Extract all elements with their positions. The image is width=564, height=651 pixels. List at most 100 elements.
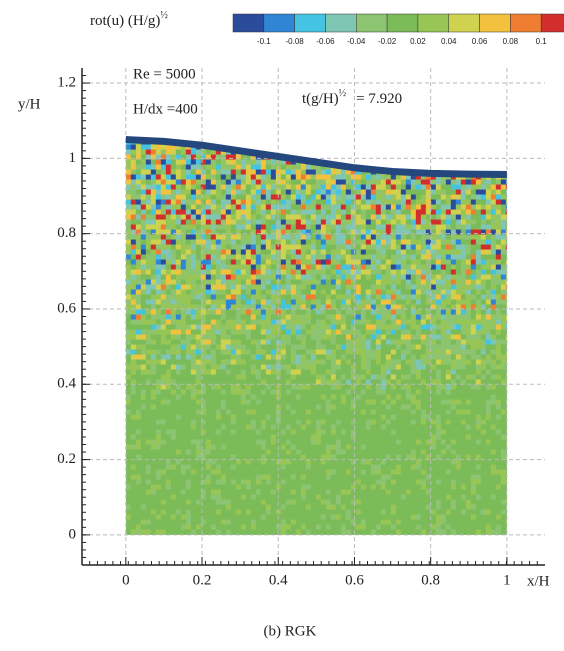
field-cell [210, 349, 217, 356]
field-cell [190, 234, 197, 241]
field-cell [215, 339, 222, 346]
field-cell [170, 159, 177, 166]
field-cell [445, 219, 452, 226]
field-cell [145, 219, 152, 226]
field-cell [490, 239, 497, 246]
field-cell [470, 429, 477, 436]
field-cell [130, 329, 137, 336]
field-cell [460, 139, 467, 146]
field-cell [435, 329, 442, 336]
field-cell [165, 414, 172, 421]
field-cell [495, 139, 502, 141]
field-cell [230, 424, 237, 431]
field-cell [330, 249, 337, 256]
field-cell [135, 399, 142, 406]
field-cell [300, 259, 307, 266]
field-cell [135, 444, 142, 451]
field-cell [315, 324, 322, 331]
field-cell [325, 399, 332, 406]
field-cell [150, 219, 157, 226]
field-cell [170, 294, 177, 301]
field-cell [350, 229, 357, 236]
field-cell [370, 409, 377, 416]
field-cell [190, 149, 197, 156]
field-cell [165, 449, 172, 456]
field-cell [470, 224, 477, 231]
field-cell [245, 229, 252, 236]
field-cell [235, 204, 242, 211]
field-cell [325, 359, 332, 366]
field-cell [315, 364, 322, 371]
field-cell [355, 149, 362, 156]
field-cell [390, 229, 397, 236]
field-cell [160, 144, 167, 151]
field-cell [410, 249, 417, 256]
field-cell [325, 259, 332, 266]
field-cell [170, 219, 177, 226]
field-cell [470, 294, 477, 301]
field-cell [340, 444, 347, 451]
field-cell [285, 254, 292, 261]
field-cell [365, 149, 372, 156]
field-cell [150, 269, 157, 276]
field-cell [145, 259, 152, 266]
field-cell [225, 334, 232, 341]
field-cell [345, 264, 352, 271]
field-cell [145, 354, 152, 361]
field-cell [220, 454, 227, 461]
field-cell [165, 439, 172, 446]
field-cell [390, 219, 397, 226]
field-cell [310, 244, 317, 251]
field-cell [260, 434, 267, 441]
field-cell [415, 154, 422, 161]
field-cell [265, 174, 272, 181]
field-cell [135, 389, 142, 396]
field-cell [195, 439, 202, 446]
field-cell [255, 304, 262, 311]
field-cell [500, 449, 507, 456]
field-cell [410, 409, 417, 416]
field-cell [405, 214, 412, 221]
field-cell [380, 389, 387, 396]
field-cell [495, 409, 502, 416]
field-cell [155, 279, 162, 286]
field-cell [505, 179, 507, 186]
field-cell [355, 289, 362, 296]
field-cell [460, 429, 467, 436]
field-cell [255, 309, 262, 316]
field-cell [460, 359, 467, 366]
field-cell [270, 329, 277, 336]
field-cell [465, 444, 472, 451]
field-cell [370, 199, 377, 206]
field-cell [155, 149, 162, 156]
field-cell [300, 324, 307, 331]
field-cell [335, 419, 342, 426]
field-cell [295, 299, 302, 306]
field-cell [245, 329, 252, 336]
field-cell [205, 379, 212, 386]
field-cell [165, 424, 172, 431]
field-cell [225, 279, 232, 286]
field-cell [395, 339, 402, 346]
field-cell [140, 319, 147, 326]
field-cell [490, 199, 497, 206]
field-cell [130, 164, 137, 171]
field-cell [245, 234, 252, 241]
field-cell [465, 449, 472, 456]
field-cell [230, 389, 237, 396]
field-cell [280, 404, 287, 411]
field-cell [470, 364, 477, 371]
field-cell [235, 329, 242, 336]
field-cell [270, 254, 277, 261]
field-cell [425, 309, 432, 316]
field-cell [305, 274, 312, 281]
field-cell [415, 194, 422, 201]
field-cell [470, 334, 477, 341]
field-cell [440, 234, 447, 241]
field-cell [175, 434, 182, 441]
field-cell [195, 419, 202, 426]
field-cell [395, 239, 402, 246]
field-cell [230, 249, 237, 256]
field-cell [370, 259, 377, 266]
field-cell [385, 414, 392, 421]
